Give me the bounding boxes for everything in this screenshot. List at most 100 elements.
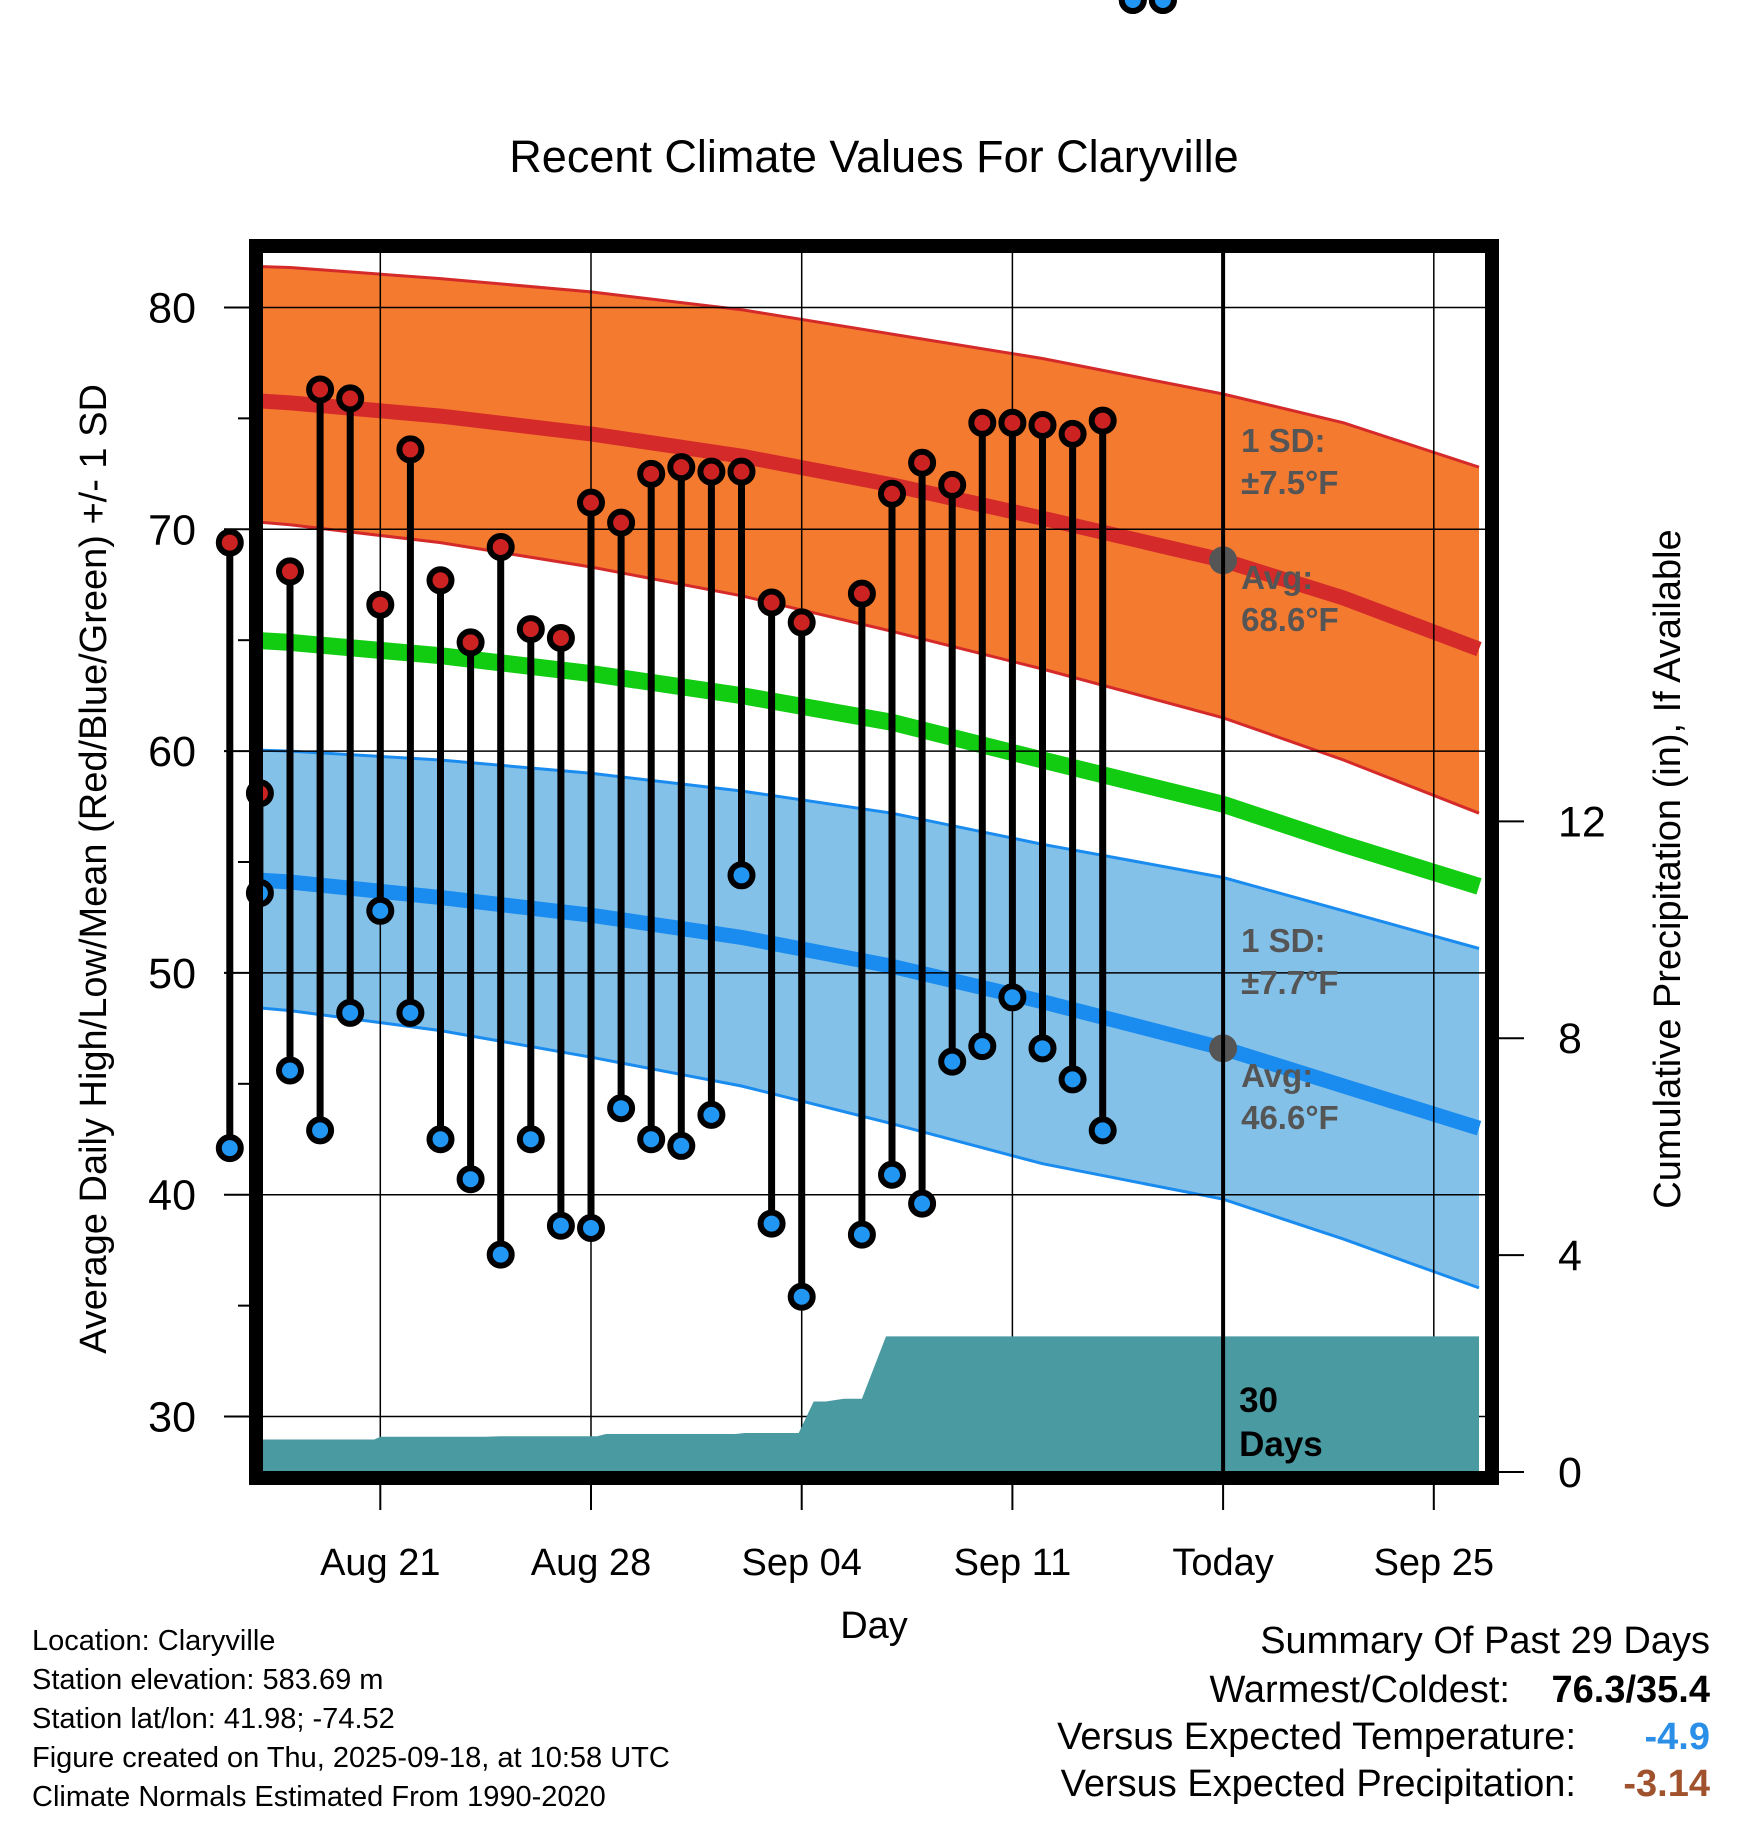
x-axis-label: Day bbox=[840, 1605, 908, 1647]
daily-high-point bbox=[1028, 411, 1057, 440]
low-sd-value: ±7.7°F bbox=[1241, 964, 1338, 1001]
created-text: Figure created on Thu, 2025-09-18, at 10… bbox=[32, 1742, 670, 1774]
plot-frame bbox=[249, 239, 1499, 1485]
daily-high-point bbox=[847, 579, 876, 608]
daily-low-point bbox=[727, 861, 756, 890]
x-tick-label: Aug 28 bbox=[531, 1542, 651, 1584]
low-sd-label: 1 SD: bbox=[1241, 922, 1325, 959]
high-sd-value: ±7.5°F bbox=[1241, 464, 1338, 501]
daily-low-point bbox=[486, 1240, 515, 1269]
daily-low-point bbox=[456, 1165, 485, 1194]
daily-high-point bbox=[938, 470, 967, 499]
daily-low-point bbox=[577, 1214, 605, 1242]
daily-low-point bbox=[787, 1282, 816, 1311]
location-text: Location: Claryville bbox=[32, 1625, 276, 1657]
normal-mean-line bbox=[262, 632, 1482, 895]
y-tick-label: 30 bbox=[148, 1394, 196, 1442]
daily-low-point bbox=[396, 998, 425, 1027]
daily-low-point bbox=[366, 896, 395, 925]
summary-temp: Versus Expected Temperature: -4.9 bbox=[1057, 1716, 1710, 1759]
daily-low-point bbox=[1028, 1034, 1057, 1063]
daily-high-point bbox=[426, 566, 455, 595]
high-sd-label: 1 SD: bbox=[1241, 422, 1325, 459]
x-tick-label: Today bbox=[1172, 1542, 1273, 1584]
daily-low-point bbox=[968, 1032, 997, 1061]
summary-title: Summary Of Past 29 Days bbox=[1260, 1620, 1710, 1662]
daily-low-point bbox=[1118, 0, 1147, 14]
daily-low-point bbox=[757, 1209, 786, 1238]
y2-axis-label: Cumulative Precipitation (in), If Availa… bbox=[1647, 529, 1689, 1208]
daily-high-point bbox=[1088, 406, 1117, 435]
daily-high-point bbox=[456, 628, 485, 657]
daily-high-point bbox=[757, 588, 786, 617]
precip-value: -3.14 bbox=[1623, 1763, 1710, 1805]
elevation-text: Station elevation: 583.69 m bbox=[32, 1664, 384, 1696]
precip-area bbox=[262, 1336, 1479, 1472]
low-band-upper-edge bbox=[262, 748, 1480, 950]
warm-cold-value: 76.3/35.4 bbox=[1551, 1669, 1710, 1711]
daily-high-point bbox=[1058, 419, 1087, 448]
daily-low-point bbox=[847, 1220, 876, 1249]
low-avg-label: Avg: bbox=[1241, 1057, 1313, 1094]
daily-low-point bbox=[998, 983, 1027, 1012]
x-tick-label: Sep 11 bbox=[954, 1542, 1072, 1584]
daily-low-point bbox=[667, 1131, 696, 1160]
daily-low-point bbox=[908, 1189, 937, 1218]
daily-high-point bbox=[667, 453, 696, 482]
precip-label: Versus Expected Precipitation: bbox=[1060, 1763, 1576, 1805]
y-tick-label: 70 bbox=[148, 506, 196, 554]
y-tick-label: 50 bbox=[148, 950, 196, 998]
daily-high-point bbox=[546, 623, 575, 652]
high-avg-value: 68.6°F bbox=[1241, 601, 1339, 638]
daily-high-point bbox=[366, 590, 395, 619]
summary-warm-cold: Warmest/Coldest: 76.3/35.4 bbox=[1057, 1669, 1710, 1712]
summary-precip: Versus Expected Precipitation: -3.14 bbox=[1057, 1763, 1710, 1806]
low-avg-value: 46.6°F bbox=[1241, 1099, 1339, 1136]
low-band-lower-edge bbox=[262, 1006, 1480, 1290]
daily-high-point bbox=[637, 459, 666, 488]
daily-low-point bbox=[336, 998, 365, 1027]
y2-tick-label: 8 bbox=[1558, 1015, 1582, 1063]
daily-low-point bbox=[697, 1100, 726, 1129]
daily-high-point bbox=[998, 408, 1027, 437]
daily-high-point bbox=[336, 384, 365, 413]
summary-panel: Summary Of Past 29 Days Warmest/Coldest:… bbox=[1057, 1620, 1710, 1806]
daily-low-point bbox=[215, 1134, 244, 1163]
daily-low-point bbox=[938, 1047, 967, 1076]
daily-low-point bbox=[607, 1094, 636, 1123]
y2-tick-label: 0 bbox=[1558, 1449, 1582, 1497]
daily-high-point bbox=[577, 488, 605, 517]
daily-high-point bbox=[607, 508, 636, 537]
daily-low-point bbox=[426, 1125, 455, 1154]
low-sd-band bbox=[262, 750, 1479, 1288]
y-tick-label: 80 bbox=[148, 284, 196, 332]
daily-low-point bbox=[516, 1125, 545, 1154]
latlon-text: Station lat/lon: 41.98; -74.52 bbox=[32, 1703, 395, 1735]
daily-high-point bbox=[276, 557, 304, 586]
normals-text: Climate Normals Estimated From 1990-2020 bbox=[32, 1781, 606, 1813]
daily-low-point bbox=[1088, 1116, 1117, 1145]
daily-high-point bbox=[306, 375, 335, 404]
daily-high-point bbox=[215, 528, 244, 557]
x-tick-label: Sep 25 bbox=[1374, 1542, 1494, 1584]
daily-low-point bbox=[1058, 1065, 1087, 1094]
normal-low-line bbox=[262, 872, 1482, 1136]
x-tick-label: Sep 04 bbox=[741, 1542, 861, 1584]
daily-high-point bbox=[396, 435, 425, 464]
high-band-upper-edge bbox=[262, 265, 1480, 469]
precip-period-number: 30 bbox=[1239, 1381, 1278, 1420]
daily-high-point bbox=[727, 457, 756, 486]
warm-cold-label: Warmest/Coldest: bbox=[1209, 1669, 1510, 1711]
temp-label: Versus Expected Temperature: bbox=[1057, 1716, 1576, 1758]
y-tick-label: 60 bbox=[148, 728, 196, 776]
daily-low-point bbox=[276, 1056, 304, 1085]
daily-high-point bbox=[516, 615, 545, 644]
high-avg-label: Avg: bbox=[1241, 559, 1313, 596]
y-tick-label: 40 bbox=[148, 1172, 196, 1220]
daily-low-point bbox=[546, 1211, 575, 1240]
daily-high-point bbox=[878, 479, 906, 508]
y2-tick-label: 4 bbox=[1558, 1232, 1582, 1280]
y-axis-label: Average Daily High/Low/Mean (Red/Blue/Gr… bbox=[73, 384, 115, 1354]
high-band-lower-edge bbox=[262, 520, 1480, 815]
